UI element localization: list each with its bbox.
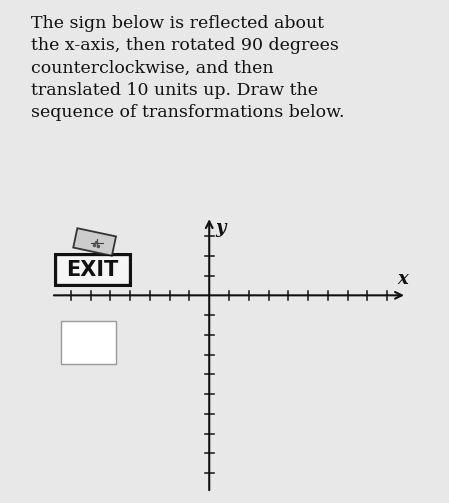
- Text: The sign below is reflected about 
the x-axis, then rotated 90 degrees
countercl: The sign below is reflected about the x-…: [31, 15, 345, 121]
- Text: EXIT: EXIT: [66, 260, 119, 280]
- Bar: [61, 321, 116, 365]
- Text: x: x: [397, 271, 408, 288]
- Text: y: y: [215, 219, 226, 237]
- Bar: [57, 255, 129, 284]
- Polygon shape: [73, 228, 116, 256]
- Bar: [55, 254, 130, 286]
